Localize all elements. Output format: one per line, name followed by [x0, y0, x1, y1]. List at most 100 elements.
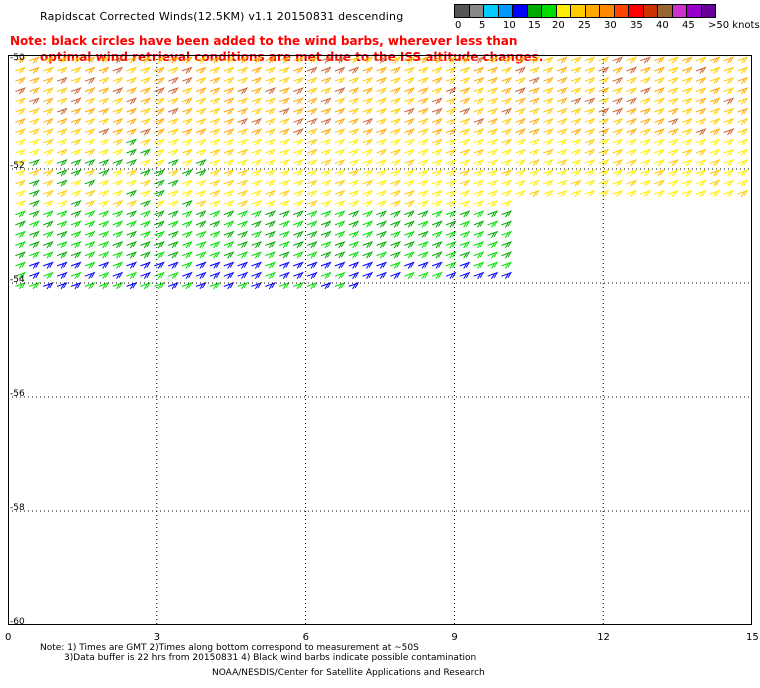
wind-barb: [529, 179, 540, 187]
wind-barb: [459, 148, 471, 156]
wind-barb: [237, 117, 249, 126]
wind-barb: [362, 128, 374, 136]
wind-barb: [487, 56, 499, 64]
wind-barb: [570, 97, 582, 105]
wind-barb: [612, 148, 624, 156]
wind-barb: [556, 158, 568, 167]
wind-barb: [376, 189, 388, 197]
wind-barb: [15, 66, 26, 74]
wind-barb: [529, 148, 540, 156]
wind-barb: [237, 158, 249, 167]
wind-barb: [195, 128, 207, 136]
wind-barb: [695, 56, 707, 64]
wind-barb: [487, 199, 499, 208]
wind-barb: [695, 66, 707, 74]
wind-barb: [56, 261, 68, 269]
wind-barb: [56, 179, 68, 187]
wind-barb: [195, 148, 207, 156]
wind-barb: [362, 66, 374, 74]
wind-barb: [487, 158, 499, 167]
wind-barb: [348, 261, 360, 269]
wind-barb: [265, 66, 276, 74]
wind-barb: [237, 148, 249, 156]
wind-barb: [348, 158, 360, 167]
wind-barb: [515, 87, 526, 95]
wind-barb: [404, 66, 415, 74]
wind-barb: [362, 56, 374, 64]
wind-barb: [70, 117, 82, 126]
wind-barb: [418, 66, 429, 74]
wind-barb: [251, 169, 263, 177]
wind-barb: [390, 261, 401, 269]
wind-barb: [154, 117, 165, 126]
wind-barb: [515, 158, 526, 167]
wind-barb: [306, 241, 318, 249]
wind-barb: [181, 66, 193, 74]
wind-barb: [126, 199, 138, 208]
wind-barb: [445, 117, 457, 126]
wind-barb: [376, 210, 388, 218]
wind-barb: [251, 241, 263, 249]
wind-barb: [556, 128, 568, 136]
wind-barb: [501, 210, 513, 218]
wind-barb: [487, 107, 499, 115]
wind-barb: [598, 87, 610, 95]
wind-barb: [140, 199, 151, 208]
wind-barb: [598, 128, 610, 136]
wind-barb: [515, 97, 526, 105]
wind-barb: [265, 56, 276, 64]
wind-barb: [334, 148, 346, 156]
map-frame: [8, 55, 752, 625]
wind-barb: [140, 169, 151, 177]
wind-barb: [487, 179, 499, 187]
wind-barb: [473, 107, 485, 115]
wind-barb: [265, 282, 276, 290]
wind-barb: [737, 56, 749, 64]
wind-barb: [126, 230, 138, 238]
wind-barb: [126, 107, 138, 115]
wind-barb: [570, 107, 582, 115]
wind-barb: [612, 76, 624, 85]
wind-barb: [334, 230, 346, 238]
wind-barb: [445, 138, 457, 146]
wind-barb: [654, 128, 665, 136]
wind-barb: [98, 241, 110, 249]
wind-barb: [265, 230, 276, 238]
wind-barb: [140, 117, 151, 126]
wind-barb: [98, 179, 110, 187]
wind-barb: [515, 56, 526, 64]
wind-barb: [15, 158, 26, 167]
wind-barb: [265, 261, 276, 269]
wind-barb: [584, 107, 596, 115]
wind-barb: [265, 271, 276, 279]
legend-label: 30: [604, 20, 617, 31]
wind-barb: [584, 179, 596, 187]
wind-barb: [223, 261, 235, 269]
wind-barb: [126, 210, 138, 218]
wind-barb: [543, 189, 554, 197]
wind-barb: [626, 179, 638, 187]
wind-barb: [209, 199, 221, 208]
wind-barb: [418, 271, 429, 279]
wind-barb: [15, 97, 26, 105]
wind-barb: [140, 210, 151, 218]
wind-barb: [445, 189, 457, 197]
wind-barb: [29, 230, 40, 238]
wind-barb: [29, 97, 40, 105]
wind-barb: [404, 158, 415, 167]
wind-barb: [112, 261, 124, 269]
wind-barb: [515, 117, 526, 126]
wind-barb: [70, 251, 82, 259]
wind-barb: [98, 158, 110, 167]
wind-barb: [15, 148, 26, 156]
wind-barb: [473, 179, 485, 187]
wind-barb: [459, 169, 471, 177]
wind-barb: [237, 66, 249, 74]
wind-barb: [362, 261, 374, 269]
wind-barb: [70, 87, 82, 95]
wind-barb: [709, 87, 721, 95]
wind-barb: [695, 97, 707, 105]
wind-barb: [390, 210, 401, 218]
wind-barb: [334, 87, 346, 95]
wind-barb: [362, 241, 374, 249]
